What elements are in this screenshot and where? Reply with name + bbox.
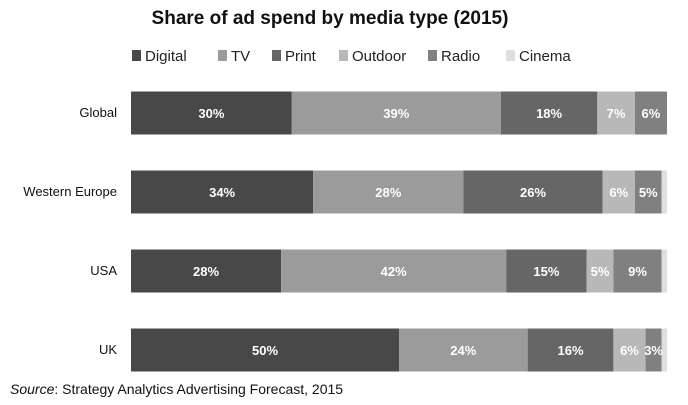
value-label: 24% bbox=[450, 343, 476, 358]
value-label: 34% bbox=[209, 185, 235, 200]
value-label: 42% bbox=[381, 264, 407, 279]
bar-segment-cinema bbox=[661, 170, 667, 214]
value-label: 5% bbox=[639, 185, 658, 200]
bar-segment-outdoor bbox=[586, 249, 614, 293]
value-label: 30% bbox=[198, 106, 224, 121]
value-label: 16% bbox=[558, 343, 584, 358]
value-label: 9% bbox=[628, 264, 647, 279]
value-label: 3% bbox=[644, 343, 663, 358]
category-labels: Global Western Europe USA UK bbox=[23, 105, 117, 357]
bar-segment-tv bbox=[399, 328, 528, 372]
legend-swatch-cinema bbox=[506, 50, 515, 61]
bar-segment-outdoor bbox=[602, 170, 635, 214]
bar-segment-digital bbox=[131, 170, 314, 214]
legend-swatch-tv bbox=[218, 50, 227, 61]
category-label: USA bbox=[90, 263, 117, 278]
bar-segment-print bbox=[506, 249, 587, 293]
value-label: 39% bbox=[383, 106, 409, 121]
value-label: 26% bbox=[520, 185, 546, 200]
value-label: 15% bbox=[533, 264, 559, 279]
bar-segment-outdoor bbox=[613, 328, 646, 372]
source-prefix: Source bbox=[10, 381, 55, 397]
value-label: 50% bbox=[252, 343, 278, 358]
bar-segment-digital bbox=[131, 328, 399, 372]
value-label: 7% bbox=[607, 106, 626, 121]
bar-segment-digital bbox=[131, 91, 292, 135]
source-text: : Strategy Analytics Advertising Forecas… bbox=[54, 381, 343, 397]
value-label: 6% bbox=[609, 185, 628, 200]
legend-label-radio: Radio bbox=[441, 48, 480, 65]
source-note: Source: Strategy Analytics Advertising F… bbox=[10, 381, 343, 397]
bar-segment-radio bbox=[645, 328, 662, 372]
legend-label-outdoor: Outdoor bbox=[352, 48, 406, 65]
bar-segments bbox=[131, 91, 667, 372]
legend-label-print: Print bbox=[285, 48, 317, 65]
category-label: Global bbox=[79, 105, 117, 120]
bar-segment-tv bbox=[281, 249, 507, 293]
bar-segment-print bbox=[463, 170, 603, 214]
legend-swatch-print bbox=[272, 50, 281, 61]
legend-swatch-outdoor bbox=[339, 50, 348, 61]
bar-segment-cinema bbox=[661, 249, 667, 293]
category-label: UK bbox=[99, 342, 117, 357]
value-label: 28% bbox=[375, 185, 401, 200]
bar-segment-radio bbox=[634, 91, 667, 135]
chart-title: Share of ad spend by media type (2015) bbox=[152, 8, 509, 29]
legend-label-digital: Digital bbox=[145, 48, 187, 65]
bar-segment-cinema bbox=[661, 328, 667, 372]
bar-segment-radio bbox=[634, 170, 662, 214]
legend-label-tv: TV bbox=[231, 48, 250, 65]
chart-legend: Digital TV Print Outdoor Radio Cinema bbox=[132, 48, 571, 65]
legend-swatch-digital bbox=[132, 50, 141, 61]
bar-segment-tv bbox=[291, 91, 501, 135]
bar-segment-tv bbox=[313, 170, 464, 214]
bar-segment-outdoor bbox=[597, 91, 635, 135]
bar-segment-radio bbox=[613, 249, 662, 293]
value-labels: 30% 39% 18% 7% 6% 34% 28% 26% 6% 5% 28% 42% 15% 5% 9% 5… bbox=[193, 106, 663, 358]
bar-segment-digital bbox=[131, 249, 282, 293]
legend-swatch-radio bbox=[428, 50, 437, 61]
value-label: 18% bbox=[536, 106, 562, 121]
bar-segment-print bbox=[500, 91, 598, 135]
value-label: 5% bbox=[591, 264, 610, 279]
value-label: 6% bbox=[642, 106, 661, 121]
legend-label-cinema: Cinema bbox=[519, 48, 571, 65]
category-label: Western Europe bbox=[23, 184, 117, 199]
value-label: 6% bbox=[620, 343, 639, 358]
value-label: 28% bbox=[193, 264, 219, 279]
bar-segment-print bbox=[527, 328, 614, 372]
